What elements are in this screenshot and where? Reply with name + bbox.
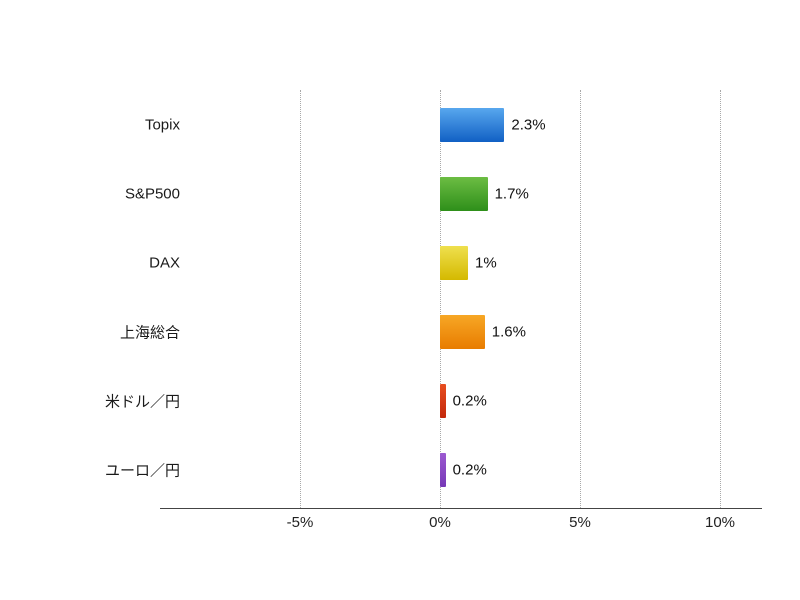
gridline-10% (720, 90, 721, 508)
bar-Topix (440, 108, 505, 142)
bar-上海総合 (440, 315, 485, 349)
value-label: 1.7% (494, 185, 529, 203)
bar-S&P500 (440, 177, 488, 211)
value-label: 2.3% (511, 116, 546, 134)
category-label: DAX (149, 254, 180, 272)
x-tick-label: 0% (429, 514, 451, 531)
x-axis-line (160, 508, 762, 509)
category-label: ユーロ／円 (104, 462, 180, 480)
bar-DAX (440, 246, 468, 280)
category-label: S&P500 (124, 185, 180, 203)
category-label: 米ドル／円 (104, 393, 180, 411)
category-label: Topix (144, 116, 180, 134)
x-tick-label: 10% (704, 514, 736, 531)
bar-ユーロ／円 (440, 453, 446, 487)
bar-米ドル／円 (440, 384, 446, 418)
gridline-5% (580, 90, 581, 508)
value-label: 0.2% (452, 461, 487, 479)
x-tick-label: 5% (569, 514, 591, 531)
category-label: 上海総合 (119, 324, 180, 342)
value-label: 1.6% (491, 323, 526, 341)
value-label: 0.2% (452, 392, 487, 410)
gridline-0% (440, 90, 441, 508)
value-label: 1% (475, 254, 497, 272)
x-tick-label: -5% (286, 514, 314, 531)
gridline--5% (300, 90, 301, 508)
